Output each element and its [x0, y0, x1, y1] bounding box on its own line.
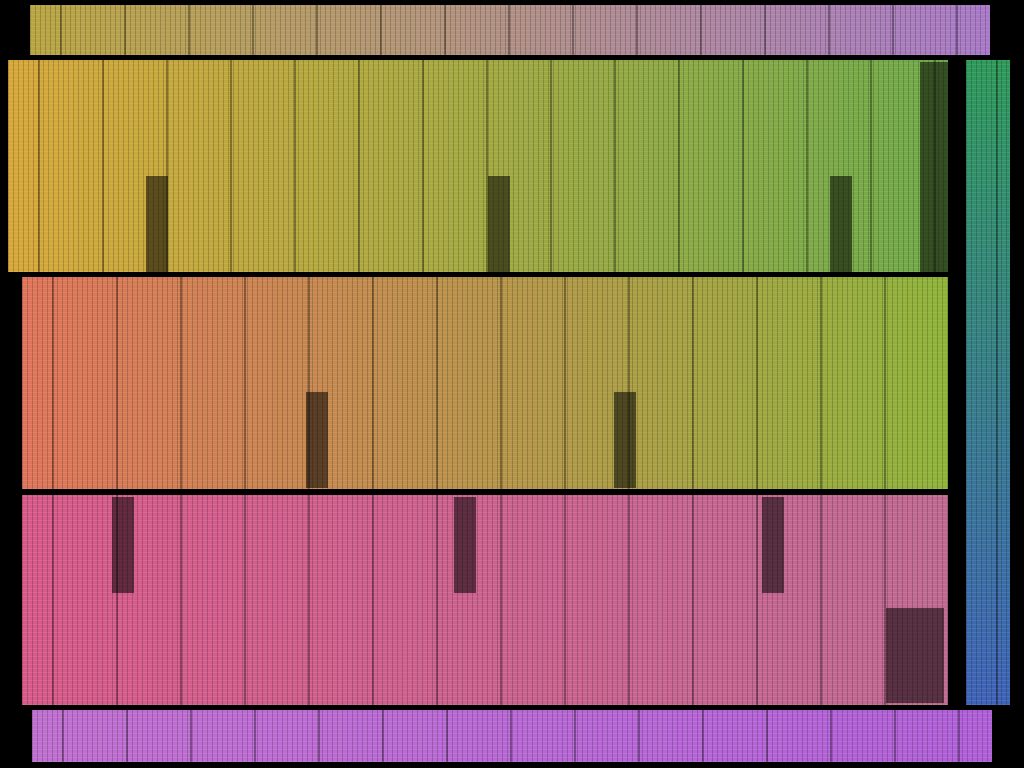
- core-row-3: [22, 495, 948, 705]
- dark-block: [886, 608, 944, 703]
- bottom-io-strip: [32, 710, 992, 762]
- dark-block: [614, 392, 636, 488]
- dark-block: [488, 176, 510, 272]
- dark-block: [112, 497, 134, 593]
- right-io-column: [966, 60, 1010, 705]
- dark-block: [830, 176, 852, 272]
- dark-block: [306, 392, 328, 488]
- core-row-2: [22, 277, 948, 489]
- dark-block: [454, 497, 476, 593]
- top-io-strip: [30, 5, 990, 55]
- dark-block: [762, 497, 784, 593]
- dark-block: [920, 62, 948, 272]
- dark-block: [146, 176, 168, 272]
